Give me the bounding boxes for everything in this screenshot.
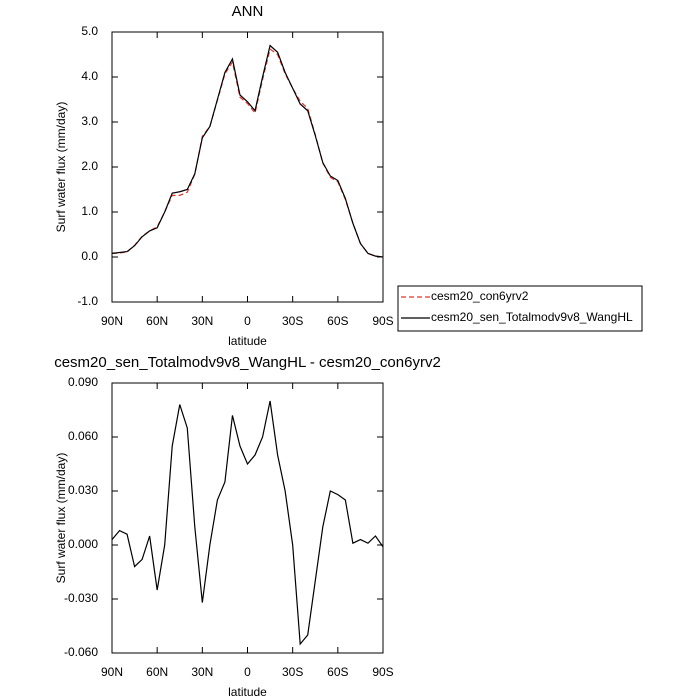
chart-title: ANN xyxy=(232,3,264,20)
y-tick-label: -0.060 xyxy=(64,645,98,659)
x-tick-label: 60S xyxy=(327,314,348,328)
legend-label: cesm20_con6yrv2 xyxy=(431,289,529,303)
x-tick-label: 30N xyxy=(191,314,213,328)
x-tick-label: 0 xyxy=(244,314,251,328)
y-tick-label: 3.0 xyxy=(81,114,98,128)
plot-frame xyxy=(111,31,384,303)
x-tick-label: 90S xyxy=(372,665,393,679)
x-axis-label: latitude xyxy=(228,685,267,699)
legend-box xyxy=(397,285,643,332)
chart-title: cesm20_sen_Totalmodv9v8_WangHL - cesm20_… xyxy=(54,354,441,371)
x-tick-label: 90S xyxy=(372,314,393,328)
y-tick-label: 0.030 xyxy=(68,483,98,497)
data-line xyxy=(111,400,384,646)
y-tick-label: 1.0 xyxy=(81,204,98,218)
x-tick-label: 30S xyxy=(282,314,303,328)
y-tick-label: -0.030 xyxy=(64,591,98,605)
y-tick-label: 0.060 xyxy=(68,429,98,443)
y-tick-label: 0.090 xyxy=(68,375,98,389)
y-tick-label: 0.000 xyxy=(68,537,98,551)
y-tick-label: 2.0 xyxy=(81,159,98,173)
y-tick-label: 0.0 xyxy=(81,249,98,263)
x-tick-label: 30S xyxy=(282,665,303,679)
x-tick-label: 90N xyxy=(101,665,123,679)
y-axis-label: Surf water flux (mm/day) xyxy=(54,453,68,584)
data-line xyxy=(111,44,384,258)
data-line xyxy=(111,48,384,258)
y-tick-label: -1.0 xyxy=(77,294,98,308)
legend-label: cesm20_sen_Totalmodv9v8_WangHL xyxy=(431,310,633,324)
x-tick-label: 60N xyxy=(146,314,168,328)
x-tick-label: 60N xyxy=(146,665,168,679)
x-axis-label: latitude xyxy=(228,334,267,348)
x-tick-label: 90N xyxy=(101,314,123,328)
y-axis-label: Surf water flux (mm/day) xyxy=(54,102,68,233)
legend: cesm20_con6yrv2 cesm20_sen_Totalmodv9v8_W… xyxy=(397,285,643,332)
y-tick-label: 5.0 xyxy=(81,24,98,38)
x-tick-label: 30N xyxy=(191,665,213,679)
y-tick-label: 4.0 xyxy=(81,69,98,83)
x-tick-label: 60S xyxy=(327,665,348,679)
plot-frame xyxy=(111,382,384,654)
x-tick-label: 0 xyxy=(244,665,251,679)
